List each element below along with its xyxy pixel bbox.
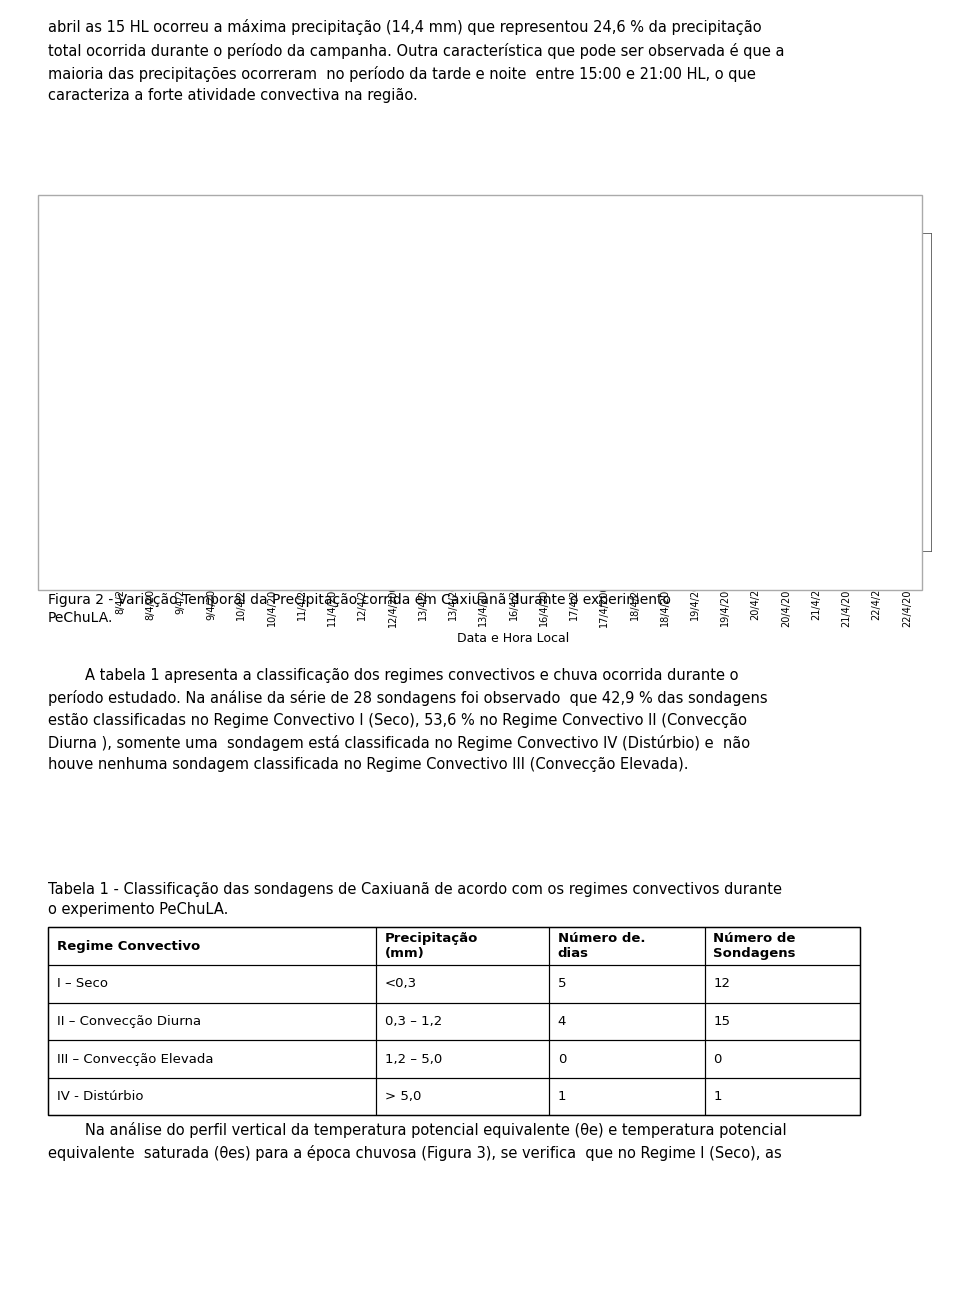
Text: 0: 0	[558, 1052, 566, 1066]
Text: Precipitação
(mm): Precipitação (mm)	[385, 933, 478, 960]
Text: 1: 1	[713, 1089, 722, 1104]
Text: I – Seco: I – Seco	[57, 977, 108, 991]
Text: II – Convecção Diurna: II – Convecção Diurna	[57, 1014, 201, 1029]
Text: Na análise do perfil vertical da temperatura potencial equivalente (θe) e temper: Na análise do perfil vertical da tempera…	[48, 1122, 786, 1161]
Text: 5: 5	[558, 977, 566, 991]
Text: III – Convecção Elevada: III – Convecção Elevada	[57, 1052, 213, 1066]
Text: > 5,0: > 5,0	[385, 1089, 421, 1104]
Bar	[444, 549, 463, 551]
Bar	[48, 1003, 376, 1040]
Bar	[867, 480, 887, 551]
Bar	[376, 1040, 549, 1078]
Bar	[352, 547, 372, 551]
Bar	[231, 379, 252, 551]
Text: 12: 12	[713, 977, 731, 991]
Bar	[48, 965, 376, 1003]
Y-axis label: PRP (mm): PRP (mm)	[54, 362, 66, 423]
Bar	[705, 965, 860, 1003]
Bar	[705, 927, 860, 965]
Text: Figura 2 - Variação Temporal da Precipitação corrida em Caxiuanã durante o exper: Figura 2 - Variação Temporal da Precipit…	[48, 593, 671, 625]
Bar	[534, 545, 554, 551]
Bar	[549, 1003, 705, 1040]
Bar	[171, 549, 191, 551]
Bar	[48, 1040, 376, 1078]
Text: Número de
Sondagens: Número de Sondagens	[713, 933, 796, 960]
Bar	[705, 1040, 860, 1078]
Bar	[898, 409, 917, 551]
Text: A tabela 1 apresenta a classificação dos regimes convectivos e chuva ocorrida du: A tabela 1 apresenta a classificação dos…	[48, 668, 768, 773]
Bar	[549, 1078, 705, 1115]
Bar	[383, 541, 402, 551]
Bar	[376, 1003, 549, 1040]
Bar	[323, 549, 342, 551]
Bar	[685, 515, 705, 551]
Bar	[376, 1078, 549, 1115]
Bar	[776, 549, 796, 551]
X-axis label: Data e Hora Local: Data e Hora Local	[458, 632, 569, 645]
Text: Número de.
dias: Número de. dias	[558, 933, 645, 960]
Text: 0: 0	[713, 1052, 722, 1066]
Bar	[376, 965, 549, 1003]
Bar	[48, 1078, 376, 1115]
Bar	[549, 927, 705, 965]
Title: Variação Temporal da Precipitação em Caxiuanã periodo Chuvoso: Variação Temporal da Precipitação em Cax…	[233, 208, 794, 223]
Text: Regime Convectivo: Regime Convectivo	[57, 939, 200, 953]
Text: Tabela 1 - Classificação das sondagens de Caxiuanã de acordo com os regimes conv: Tabela 1 - Classificação das sondagens d…	[48, 882, 782, 917]
Legend: PRP: PRP	[102, 239, 152, 261]
Text: IV - Distúrbio: IV - Distúrbio	[57, 1089, 143, 1104]
Text: 1: 1	[558, 1089, 566, 1104]
Bar	[705, 1078, 860, 1115]
Bar	[202, 541, 221, 551]
Bar	[549, 1040, 705, 1078]
Text: abril as 15 HL ocorreu a máxima precipitação (14,4 mm) que representou 24,6 % da: abril as 15 HL ocorreu a máxima precipit…	[48, 19, 784, 104]
Bar	[715, 549, 735, 551]
Bar	[549, 965, 705, 1003]
Text: 4: 4	[558, 1014, 566, 1029]
Bar	[262, 375, 281, 551]
Bar	[376, 927, 549, 965]
Bar	[140, 549, 160, 551]
Bar	[705, 1003, 860, 1040]
Bar	[292, 541, 312, 551]
Bar	[836, 266, 856, 551]
Bar	[594, 545, 614, 551]
Text: 15: 15	[713, 1014, 731, 1029]
Text: 1,2 – 5,0: 1,2 – 5,0	[385, 1052, 443, 1066]
Text: <0,3: <0,3	[385, 977, 417, 991]
Bar	[746, 549, 765, 551]
Text: 0,3 – 1,2: 0,3 – 1,2	[385, 1014, 443, 1029]
Bar	[48, 927, 376, 965]
Bar	[806, 368, 826, 551]
